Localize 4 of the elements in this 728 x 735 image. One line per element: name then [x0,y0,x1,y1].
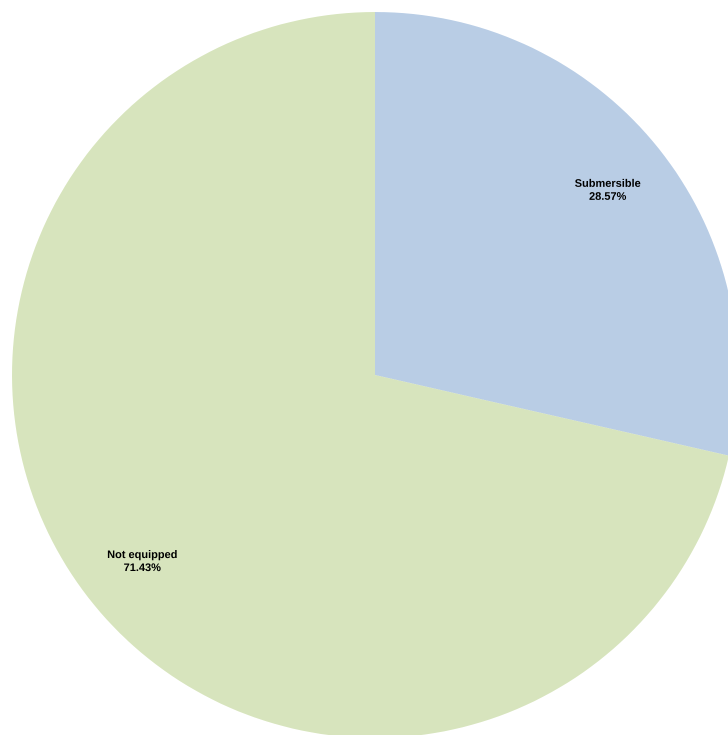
data-label: 28.57% [589,192,626,200]
data-label: 71.43% [124,563,161,572]
slice-label: Submersible [575,178,640,187]
slice-label: Not equipped [108,550,177,560]
